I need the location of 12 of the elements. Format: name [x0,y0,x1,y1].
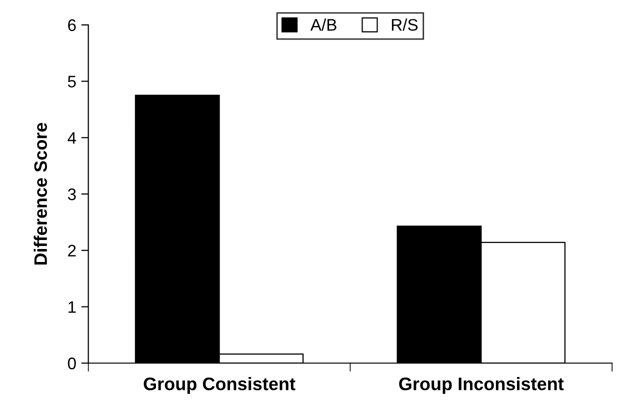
y-tick-label: 2 [68,244,76,256]
y-axis-title: Difference Score [34,122,48,265]
y-tick-label: 3 [68,188,76,200]
x-tick-label: Group Inconsistent [399,377,564,394]
y-tick-label: 1 [68,301,76,313]
x-tick-label: Group Consistent [144,377,296,394]
y-tick-label: 0 [68,358,76,370]
y-tick-label: 4 [68,132,76,144]
legend-label: R/S [392,18,418,31]
legend-label: A/B [310,18,336,31]
y-tick-label: 5 [68,76,76,88]
y-tick-label: 6 [68,19,76,32]
